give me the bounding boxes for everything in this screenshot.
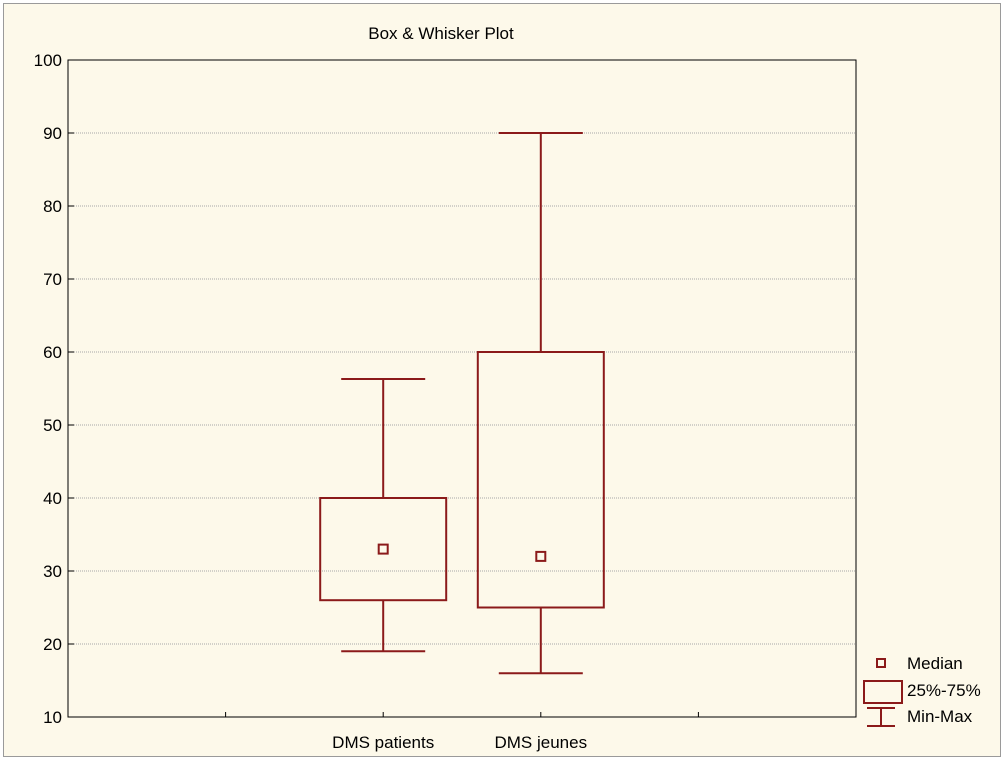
legend-minmax-label: Min-Max (907, 707, 973, 726)
y-tick-label: 60 (43, 343, 62, 362)
legend-median-swatch (876, 658, 886, 668)
box-group (476, 132, 605, 675)
legend: Median 25%-75% Min-Max (863, 654, 981, 727)
chart-frame: Box & Whisker Plot 10 20 30 40 50 60 70 80 90 100… (3, 3, 1001, 757)
y-tick-label: 70 (43, 270, 62, 289)
median-marker (535, 550, 547, 562)
y-tick-label: 90 (43, 124, 62, 143)
box-whisker-chart: Box & Whisker Plot 10 20 30 40 50 60 70 80 90 100… (34, 24, 981, 752)
grid-lines (68, 132, 856, 645)
legend-box-swatch (863, 680, 903, 704)
y-tick-label: 30 (43, 562, 62, 581)
iqr-box (476, 351, 605, 609)
category-label: DMS jeunes (494, 733, 587, 752)
y-tick-label: 40 (43, 489, 62, 508)
iqr-box (319, 497, 448, 602)
plot-area (67, 59, 857, 718)
y-tick-label: 80 (43, 197, 62, 216)
legend-median-label: Median (907, 654, 963, 673)
category-labels: DMS patients DMS jeunes (332, 733, 587, 752)
median-marker (377, 543, 389, 555)
legend-box-label: 25%-75% (907, 681, 981, 700)
boxes (319, 132, 605, 675)
y-tick-label: 10 (43, 708, 62, 727)
box-group (319, 378, 448, 653)
y-tick-label: 100 (34, 51, 62, 70)
y-tick-label: 50 (43, 416, 62, 435)
chart-title: Box & Whisker Plot (368, 24, 514, 43)
y-tick-label: 20 (43, 635, 62, 654)
axis-ticks: 10 20 30 40 50 60 70 80 90 100 (34, 51, 699, 727)
category-label: DMS patients (332, 733, 434, 752)
